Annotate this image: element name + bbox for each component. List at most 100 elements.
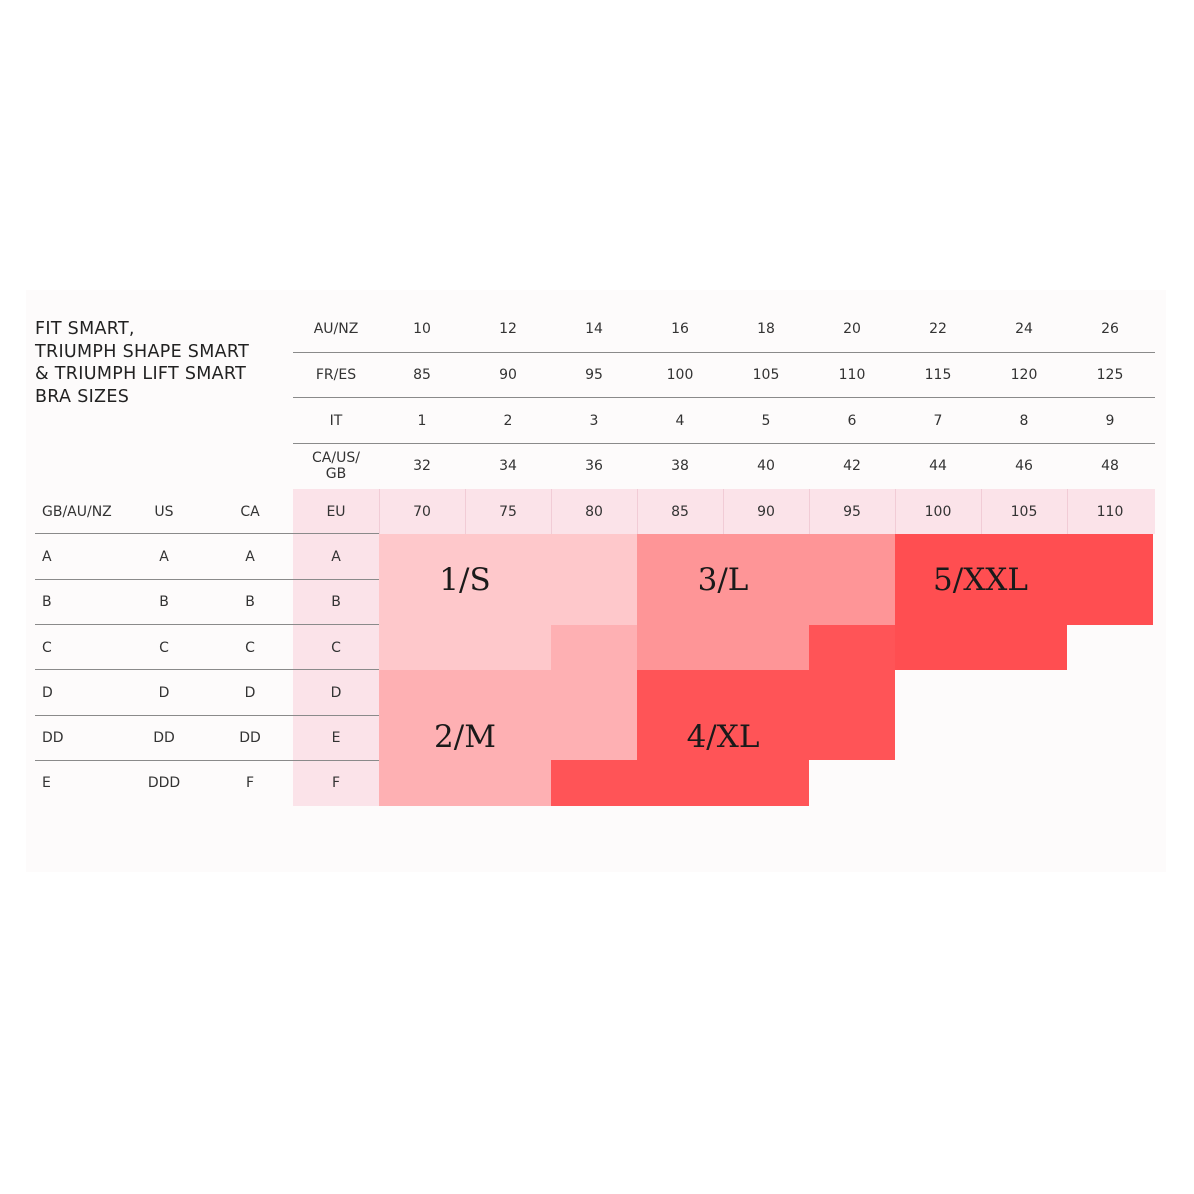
size-label-1-s: 1/S <box>439 562 491 598</box>
band-value: 6 <box>847 412 857 429</box>
row-divider <box>35 624 379 625</box>
band-row-label: FR/ES <box>315 367 357 383</box>
row-divider <box>35 669 379 670</box>
cup-value: A <box>245 548 255 565</box>
cup-value-eu: B <box>331 594 341 610</box>
band-value: 48 <box>1101 458 1119 474</box>
row-divider <box>35 760 379 761</box>
band-value: 14 <box>585 321 603 337</box>
cup-value-eu: E <box>331 729 341 746</box>
band-value: 20 <box>843 321 861 337</box>
title-line: TRIUMPH SHAPE SMART <box>35 341 250 362</box>
band-value: 8 <box>1019 412 1029 429</box>
band-value: 22 <box>929 321 947 337</box>
cup-header: GB/AU/NZ <box>42 503 112 520</box>
eu-cell-divider <box>809 489 810 534</box>
eu-cell-divider <box>465 489 466 534</box>
band-value: 5 <box>761 412 771 429</box>
band-value: 2 <box>503 412 513 429</box>
band-value: 85 <box>413 367 431 383</box>
row-divider <box>35 715 379 716</box>
title-line: FIT SMART, <box>35 319 135 339</box>
band-row-label: IT <box>329 412 343 429</box>
size-label-2-m: 2/M <box>434 719 496 755</box>
cup-value: C <box>42 639 52 656</box>
band-value: 44 <box>929 458 947 474</box>
eu-cell-divider <box>895 489 896 534</box>
band-value: 46 <box>1015 458 1033 474</box>
band-value: 32 <box>413 458 431 474</box>
size-label-3-l: 3/L <box>697 562 749 598</box>
size-label-4-xl: 4/XL <box>686 719 760 755</box>
eu-row-highlight <box>293 489 1155 534</box>
eu-cell-divider <box>723 489 724 534</box>
cup-header: US <box>154 503 174 520</box>
size-block <box>379 670 551 806</box>
cup-value: D <box>42 684 53 701</box>
band-value: 4 <box>675 412 685 429</box>
eu-cell-divider <box>981 489 982 534</box>
cup-value-eu: A <box>331 548 341 565</box>
cup-value: C <box>245 639 255 656</box>
size-block <box>551 625 637 760</box>
band-value: 90 <box>757 503 775 520</box>
band-value: 100 <box>666 367 694 383</box>
size-block <box>637 670 809 806</box>
eu-cell-divider <box>1067 489 1068 534</box>
cup-value: D <box>158 684 170 701</box>
cup-value: DD <box>42 729 64 746</box>
band-value: 105 <box>752 367 780 383</box>
band-value: 90 <box>499 367 517 383</box>
size-block <box>379 534 551 670</box>
size-block <box>809 625 895 760</box>
size-block <box>895 625 1067 670</box>
band-value: 80 <box>585 503 603 520</box>
band-value: 34 <box>499 458 517 474</box>
size-block <box>809 534 895 625</box>
cup-value: D <box>244 684 256 701</box>
band-value: 18 <box>757 321 775 337</box>
row-divider <box>35 579 379 580</box>
size-block <box>551 760 637 806</box>
row-divider <box>35 533 379 534</box>
band-value: 100 <box>924 503 952 520</box>
title-line: & TRIUMPH LIFT SMART <box>35 364 247 384</box>
size-block <box>551 534 637 625</box>
band-value: 115 <box>924 367 952 383</box>
size-label-5-xxl: 5/XXL <box>933 562 1028 598</box>
cup-value-eu: C <box>331 639 341 656</box>
band-row-label: EU <box>326 503 346 520</box>
band-value: 75 <box>499 503 517 520</box>
size-block <box>637 534 809 670</box>
eu-cell-divider <box>637 489 638 534</box>
band-value: 10 <box>413 321 431 337</box>
cup-value: B <box>42 594 52 610</box>
band-value: 70 <box>413 503 431 520</box>
cup-header: CA <box>240 503 260 520</box>
band-value: 120 <box>1010 367 1038 383</box>
cup-value: C <box>159 639 169 656</box>
chart-title: FIT SMART, TRIUMPH SHAPE SMART & TRIUMPH… <box>35 318 285 408</box>
row-divider <box>293 443 1155 444</box>
band-value: 3 <box>589 412 599 429</box>
cup-value: A <box>42 548 52 565</box>
cup-value: F <box>245 775 255 791</box>
eu-cell-divider <box>551 489 552 534</box>
band-value: 36 <box>585 458 603 474</box>
cup-value: B <box>245 594 255 610</box>
cup-value: A <box>159 548 169 565</box>
band-value: 42 <box>843 458 861 474</box>
cup-value: B <box>159 594 169 610</box>
row-divider <box>293 352 1155 353</box>
band-value: 24 <box>1015 321 1033 337</box>
band-value: 110 <box>1096 503 1124 520</box>
band-row-label: AU/NZ <box>313 321 359 337</box>
band-value: 85 <box>671 503 689 520</box>
band-row-label: CA/US/ GB <box>312 450 360 482</box>
band-value: 105 <box>1010 503 1038 520</box>
band-value: 125 <box>1096 367 1124 383</box>
size-block <box>895 534 1153 625</box>
band-value: 38 <box>671 458 689 474</box>
band-value: 26 <box>1101 321 1119 337</box>
band-value: 12 <box>499 321 517 337</box>
